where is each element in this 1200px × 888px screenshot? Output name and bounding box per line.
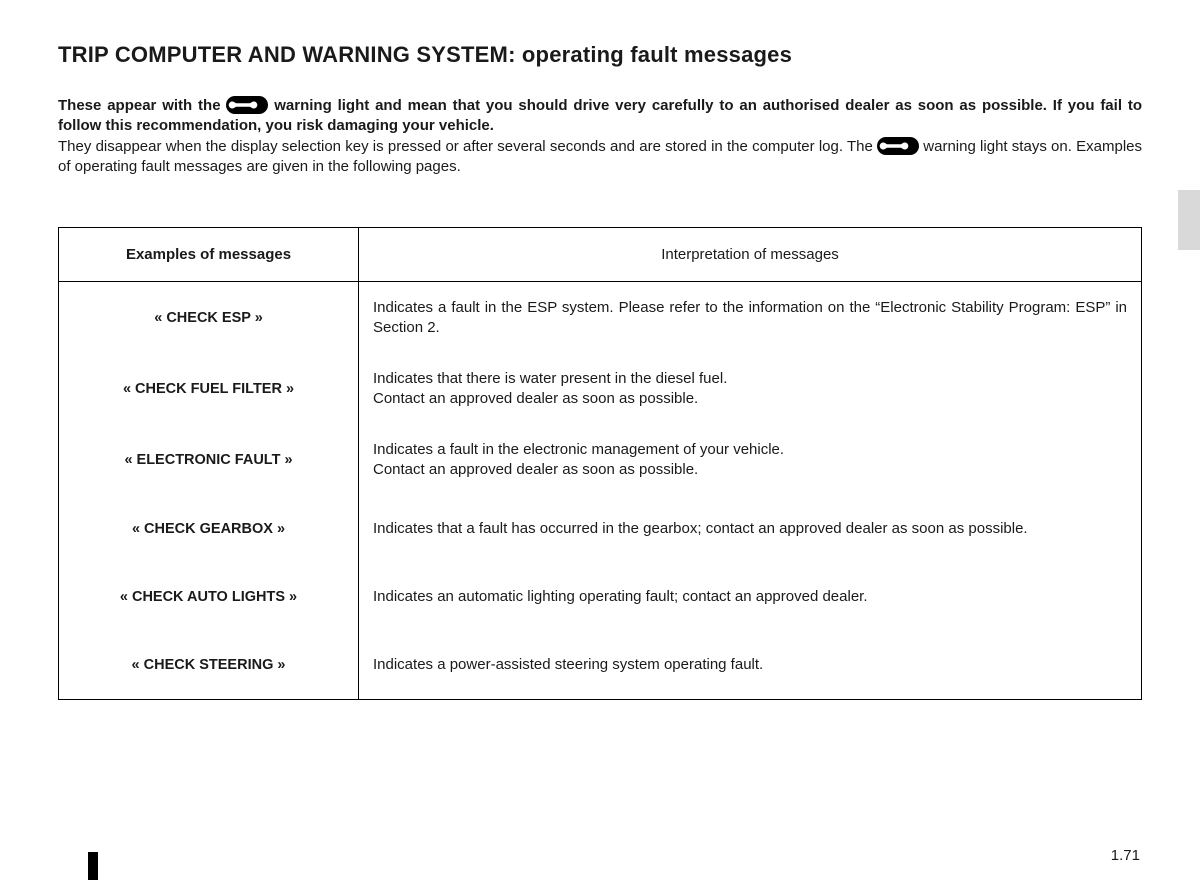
table-header-interpretation: Interpretation of messages	[359, 228, 1142, 282]
table-row: « CHECK AUTO LIGHTS »Indicates an automa…	[59, 563, 1141, 631]
table-header-examples: Examples of messages	[59, 228, 359, 282]
message-label: « CHECK STEERING »	[59, 631, 359, 699]
message-interpretation: Indicates a fault in the ESP system. Ple…	[359, 282, 1141, 353]
wrench-icon	[226, 96, 268, 114]
side-tab	[1178, 190, 1200, 250]
message-interpretation: Indicates a fault in the electronic mana…	[359, 424, 1141, 495]
table-body: « CHECK ESP »Indicates a fault in the ES…	[59, 282, 1142, 700]
table-row: « CHECK ESP »Indicates a fault in the ES…	[59, 282, 1141, 353]
page-title: TRIP COMPUTER AND WARNING SYSTEM: operat…	[58, 42, 1142, 68]
message-interpretation: Indicates an automatic lighting operatin…	[359, 563, 1141, 631]
message-label: « CHECK AUTO LIGHTS »	[59, 563, 359, 631]
intro-bold: These appear with the warning light and …	[58, 96, 1142, 137]
message-interpretation: Indicates that a fault has occurred in t…	[359, 495, 1141, 563]
bottom-mark	[88, 852, 98, 880]
table-header-row: Examples of messages Interpretation of m…	[59, 228, 1142, 282]
intro-bold-pre: These appear with the	[58, 97, 226, 114]
page-content: TRIP COMPUTER AND WARNING SYSTEM: operat…	[0, 0, 1200, 700]
table-row: « CHECK GEARBOX »Indicates that a fault …	[59, 495, 1141, 563]
message-label: « CHECK ESP »	[59, 282, 359, 353]
table-row: « ELECTRONIC FAULT »Indicates a fault in…	[59, 424, 1141, 495]
message-label: « ELECTRONIC FAULT »	[59, 424, 359, 495]
message-interpretation: Indicates a power-assisted steering syst…	[359, 631, 1141, 699]
message-interpretation: Indicates that there is water present in…	[359, 353, 1141, 424]
wrench-icon	[877, 137, 919, 155]
message-label: « CHECK FUEL FILTER »	[59, 353, 359, 424]
page-number: 1.71	[1111, 847, 1140, 864]
table-row: « CHECK STEERING »Indicates a power-assi…	[59, 631, 1141, 699]
fault-messages-table: Examples of messages Interpretation of m…	[58, 227, 1142, 700]
intro-regular: They disappear when the display selectio…	[58, 137, 1142, 178]
message-label: « CHECK GEARBOX »	[59, 495, 359, 563]
intro-regular-pre: They disappear when the display selectio…	[58, 138, 877, 155]
table-row: « CHECK FUEL FILTER »Indicates that ther…	[59, 353, 1141, 424]
